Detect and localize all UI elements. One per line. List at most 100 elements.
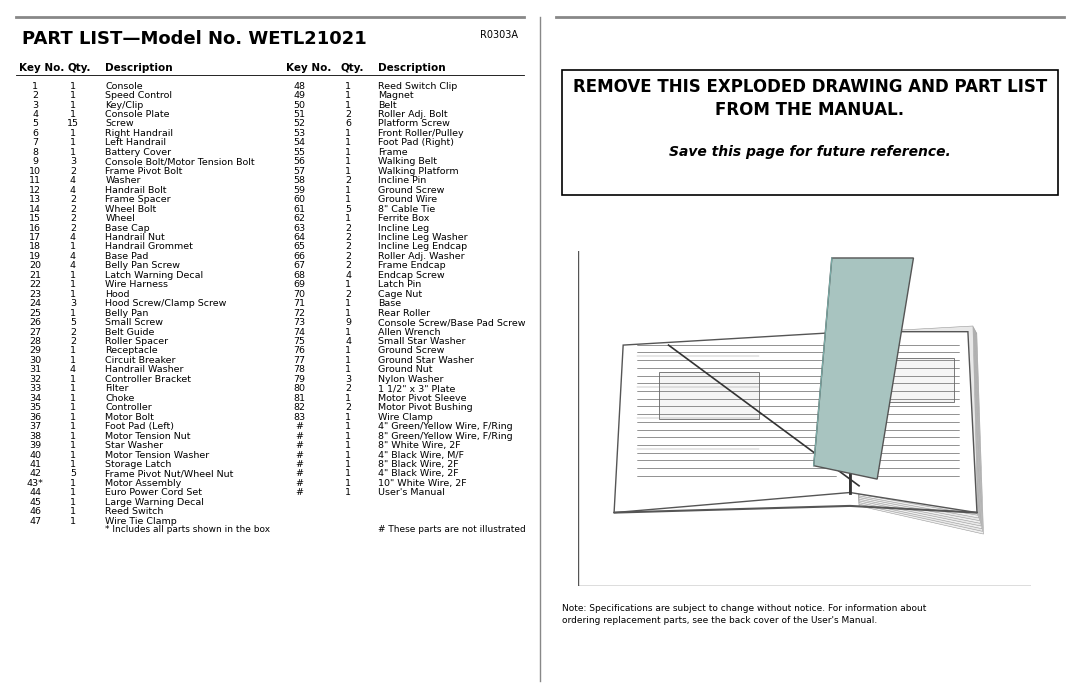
Text: 69: 69 xyxy=(294,281,306,289)
Text: 1: 1 xyxy=(346,431,351,440)
Text: Front Roller/Pulley: Front Roller/Pulley xyxy=(378,129,463,138)
Text: 3: 3 xyxy=(70,299,76,309)
Text: 1: 1 xyxy=(346,157,351,166)
Text: Large Warning Decal: Large Warning Decal xyxy=(106,498,204,507)
Text: 30: 30 xyxy=(29,356,41,365)
Text: 2: 2 xyxy=(346,242,351,251)
Text: 1: 1 xyxy=(346,413,351,422)
Text: Frame: Frame xyxy=(378,148,407,157)
Text: 10: 10 xyxy=(29,167,41,176)
Polygon shape xyxy=(859,331,982,528)
Text: 1: 1 xyxy=(70,375,76,384)
Text: 67: 67 xyxy=(294,261,306,270)
Text: 1: 1 xyxy=(70,82,76,91)
Text: 62: 62 xyxy=(294,214,306,223)
Text: 1: 1 xyxy=(70,489,76,498)
Text: Controller Bracket: Controller Bracket xyxy=(106,375,191,384)
Text: 4: 4 xyxy=(70,252,76,261)
Text: 54: 54 xyxy=(294,138,306,147)
Text: Motor Tension Washer: Motor Tension Washer xyxy=(106,450,210,459)
Text: 25: 25 xyxy=(29,309,41,318)
Text: 56: 56 xyxy=(294,157,306,166)
Text: Key No.: Key No. xyxy=(286,63,332,73)
Text: Belly Pan: Belly Pan xyxy=(106,309,149,318)
Text: 64: 64 xyxy=(294,233,306,242)
Text: 2: 2 xyxy=(70,205,76,214)
Text: 44: 44 xyxy=(29,489,41,498)
Text: 1: 1 xyxy=(70,346,76,355)
Text: 24: 24 xyxy=(29,299,41,309)
Polygon shape xyxy=(859,330,981,526)
Text: Ground Star Washer: Ground Star Washer xyxy=(378,356,474,365)
Text: 3: 3 xyxy=(70,157,76,166)
Text: 37: 37 xyxy=(29,422,41,431)
Text: Motor Assembly: Motor Assembly xyxy=(106,479,181,488)
Text: 48: 48 xyxy=(294,82,306,91)
Text: Console Plate: Console Plate xyxy=(106,110,170,119)
Text: 40: 40 xyxy=(29,450,41,459)
Text: FROM THE MANUAL.: FROM THE MANUAL. xyxy=(715,101,905,119)
Text: #: # xyxy=(296,460,303,469)
Text: 1: 1 xyxy=(70,507,76,517)
Text: 5: 5 xyxy=(70,470,76,478)
Text: 2: 2 xyxy=(70,337,76,346)
Text: Belt: Belt xyxy=(378,101,396,110)
Text: 1: 1 xyxy=(346,422,351,431)
Text: 1: 1 xyxy=(70,403,76,413)
Text: Right Handrail: Right Handrail xyxy=(106,129,173,138)
Text: Description: Description xyxy=(378,63,446,73)
Text: 1: 1 xyxy=(346,129,351,138)
Text: 16: 16 xyxy=(29,223,41,232)
Text: Base Pad: Base Pad xyxy=(106,252,149,261)
Text: 1 1/2" x 3" Plate: 1 1/2" x 3" Plate xyxy=(378,385,456,393)
Text: 1: 1 xyxy=(346,195,351,204)
Text: 26: 26 xyxy=(29,318,41,327)
Text: 5: 5 xyxy=(32,119,38,128)
Text: 60: 60 xyxy=(294,195,306,204)
Text: 33: 33 xyxy=(29,385,41,393)
Text: * Includes all parts shown in the box: * Includes all parts shown in the box xyxy=(106,525,270,534)
Text: 52: 52 xyxy=(294,119,306,128)
Text: Handrail Washer: Handrail Washer xyxy=(106,366,184,374)
Text: Incline Pin: Incline Pin xyxy=(378,177,427,185)
Text: Roller Adj. Bolt: Roller Adj. Bolt xyxy=(378,110,447,119)
Text: Rear Roller: Rear Roller xyxy=(378,309,430,318)
Text: 1: 1 xyxy=(346,356,351,365)
Text: 12: 12 xyxy=(29,186,41,195)
Text: Reed Switch: Reed Switch xyxy=(106,507,164,517)
Text: 58: 58 xyxy=(294,177,306,185)
Text: Motor Tension Nut: Motor Tension Nut xyxy=(106,431,191,440)
Text: 6: 6 xyxy=(32,129,38,138)
Text: 13: 13 xyxy=(29,195,41,204)
Text: 1: 1 xyxy=(70,148,76,157)
Text: 29: 29 xyxy=(29,346,41,355)
Text: Motor Pivot Sleeve: Motor Pivot Sleeve xyxy=(378,394,467,403)
Text: Belt Guide: Belt Guide xyxy=(106,327,154,336)
Text: Circuit Breaker: Circuit Breaker xyxy=(106,356,176,365)
Text: Wire Clamp: Wire Clamp xyxy=(378,413,433,422)
Text: 4: 4 xyxy=(70,177,76,185)
Text: 1: 1 xyxy=(346,346,351,355)
Text: Wheel: Wheel xyxy=(106,214,135,223)
Text: Save this page for future reference.: Save this page for future reference. xyxy=(670,145,950,159)
Text: Wire Tie Clamp: Wire Tie Clamp xyxy=(106,517,177,526)
Text: 4" Green/Yellow Wire, F/Ring: 4" Green/Yellow Wire, F/Ring xyxy=(378,422,513,431)
Text: Foot Pad (Right): Foot Pad (Right) xyxy=(378,138,454,147)
Text: 1: 1 xyxy=(346,366,351,374)
Text: 49: 49 xyxy=(294,91,306,100)
Text: 80: 80 xyxy=(294,385,306,393)
Text: 76: 76 xyxy=(294,346,306,355)
Text: Storage Latch: Storage Latch xyxy=(106,460,172,469)
Polygon shape xyxy=(859,333,984,534)
Text: 1: 1 xyxy=(346,186,351,195)
Text: 1: 1 xyxy=(346,167,351,176)
Text: Wire Harness: Wire Harness xyxy=(106,281,168,289)
Text: Allen Wrench: Allen Wrench xyxy=(378,327,441,336)
Text: 2: 2 xyxy=(70,223,76,232)
Text: Roller Adj. Washer: Roller Adj. Washer xyxy=(378,252,464,261)
Text: 18: 18 xyxy=(29,242,41,251)
Text: 1: 1 xyxy=(70,110,76,119)
Text: Qty.: Qty. xyxy=(340,63,364,73)
Text: 1: 1 xyxy=(70,138,76,147)
Text: 4: 4 xyxy=(32,110,38,119)
